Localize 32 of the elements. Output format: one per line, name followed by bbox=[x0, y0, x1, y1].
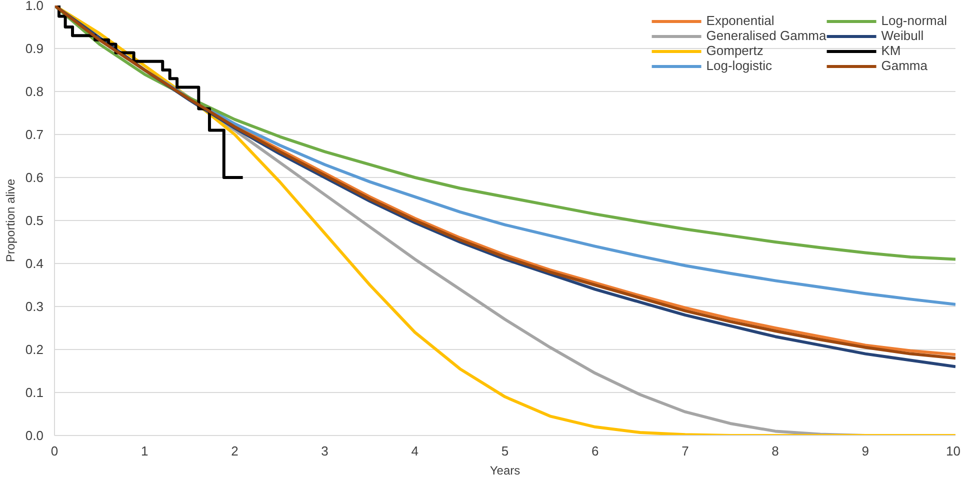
legend-label: Generalised Gamma bbox=[706, 28, 826, 43]
y-axis-title: Proportion alive bbox=[3, 178, 18, 262]
x-tick-label: 9 bbox=[862, 444, 870, 458]
legend-label: Log-logistic bbox=[706, 58, 772, 73]
legend-label: Gamma bbox=[881, 58, 928, 73]
y-tick-label: 0.1 bbox=[25, 385, 44, 400]
y-tick-label: 0.5 bbox=[25, 213, 44, 228]
y-tick-label: 0.9 bbox=[25, 41, 44, 56]
y-tick-label: 1.0 bbox=[25, 0, 44, 13]
x-tick-label: 4 bbox=[411, 444, 419, 458]
x-tick-label: 1 bbox=[140, 444, 148, 458]
y-tick-label: 0.0 bbox=[25, 428, 44, 443]
legend-label: Log-normal bbox=[881, 13, 947, 28]
x-tick-label: 6 bbox=[591, 444, 599, 458]
y-tick-label: 0.4 bbox=[25, 256, 44, 271]
x-tick-label: 8 bbox=[772, 444, 779, 458]
legend-label: Exponential bbox=[706, 13, 774, 28]
x-tick-label: 2 bbox=[231, 444, 238, 458]
x-tick-label: 3 bbox=[321, 444, 328, 458]
legend-label: Weibull bbox=[881, 28, 924, 43]
y-tick-label: 0.7 bbox=[25, 127, 44, 142]
y-tick-label: 0.6 bbox=[25, 170, 44, 185]
y-tick-label: 0.8 bbox=[25, 84, 44, 99]
x-axis-title: Years bbox=[490, 464, 520, 478]
x-tick-label: 0 bbox=[50, 444, 58, 458]
x-tick-label: 10 bbox=[946, 444, 961, 458]
x-tick-label: 7 bbox=[682, 444, 689, 458]
y-tick-label: 0.2 bbox=[25, 342, 44, 357]
y-tick-label: 0.3 bbox=[25, 299, 44, 314]
x-tick-label: 5 bbox=[501, 444, 509, 458]
legend-label: KM bbox=[881, 43, 902, 58]
legend-label: Gompertz bbox=[706, 43, 764, 58]
